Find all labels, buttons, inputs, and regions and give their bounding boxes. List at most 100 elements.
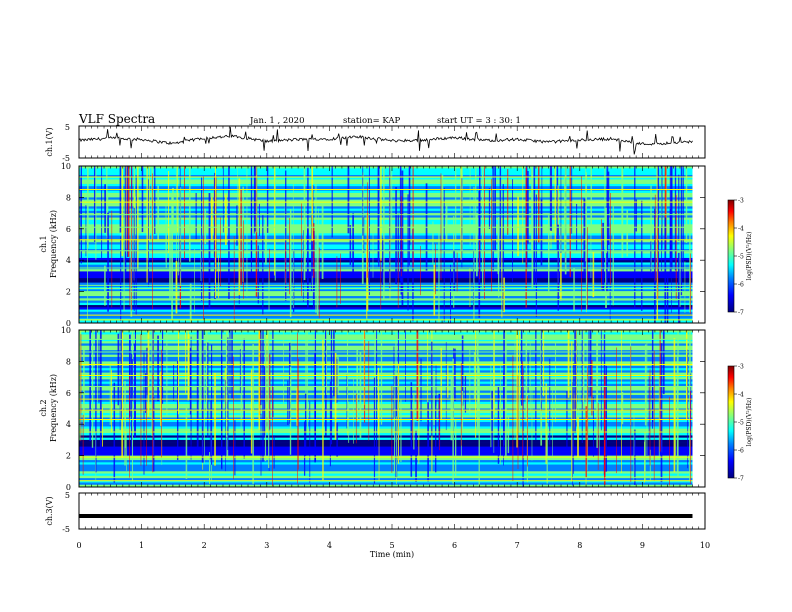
ch1-waveform-trace xyxy=(78,126,693,155)
ch2-spectrogram-row xyxy=(79,347,693,351)
ch1-spectrogram-row xyxy=(79,311,693,315)
ch2-spectrogram-row xyxy=(79,446,693,450)
ch2-spectrogram-row xyxy=(79,377,693,380)
ch2-spectrogram-row xyxy=(79,359,693,362)
ch1-spectrogram-ticks xyxy=(78,165,706,324)
ch1-spectrogram-row xyxy=(79,172,693,176)
ch1-spectrogram-row xyxy=(79,269,693,272)
ch1-spectrogram-row xyxy=(79,168,693,171)
ch2-spectrogram-row xyxy=(79,388,693,391)
ch1-ytick-bottom: -5 xyxy=(62,154,70,163)
ch1-spectrogram-row xyxy=(79,251,693,254)
ch2-spectrogram-row xyxy=(79,426,693,429)
ch2-spectrogram-row xyxy=(79,334,693,338)
ch2-spectrogram-row xyxy=(79,444,693,447)
ch1-spectrogram-row xyxy=(79,197,693,200)
ch1-spectrogram-row xyxy=(79,244,693,248)
ch1-spectrogram-row xyxy=(79,179,693,182)
ch2-spectrogram-row xyxy=(79,370,693,373)
ch2-colorbar-tick-label: -4 xyxy=(738,392,744,399)
ch1-spectrogram-row xyxy=(79,280,693,283)
ch1-spectrogram-row xyxy=(79,246,693,250)
ch1-colorbar-tick-label: -5 xyxy=(738,254,744,261)
ch2-spectrogram-row xyxy=(79,448,693,452)
ch1-spectrogram-heatmap xyxy=(79,166,705,324)
ch2-spectrogram-row xyxy=(79,374,693,378)
ch2-spectrogram-row xyxy=(79,341,693,344)
ch1-spectrogram-row xyxy=(79,170,693,174)
x-axis-label: Time (min) xyxy=(370,550,414,559)
ch1-colorbar-gradient xyxy=(727,199,735,313)
ch2-spectrogram-row xyxy=(79,399,693,403)
ch1-spectrogram-row xyxy=(79,273,693,277)
ch1-spectrogram-row xyxy=(79,278,693,281)
ch1-colorbar-ticks: -3 -4 -5 -6 -7 xyxy=(734,198,744,317)
ch1-spectrogram-ytick-label: 6 xyxy=(66,225,71,234)
ch2-spectrogram-row xyxy=(79,404,693,407)
ch1-spectrogram-empty xyxy=(692,166,705,323)
ch1-ylabel: ch.1(V) xyxy=(45,127,54,156)
ch1-spectrogram-channel-label: ch.1 xyxy=(39,235,48,252)
ch2-spectrogram-row xyxy=(79,473,693,477)
ch1-spectrogram-panel: 0 2 4 6 8 10 ch.1 Frequency (kHz) xyxy=(39,162,706,328)
ch1-spectrogram-row xyxy=(79,217,693,221)
ch3-waveform-ticks xyxy=(78,493,706,529)
ch2-spectrogram-row xyxy=(79,417,693,421)
ch2-spectrogram-ytick-labels: 0 2 4 6 8 10 xyxy=(61,326,71,492)
ch2-spectrogram-row xyxy=(79,372,693,376)
ch2-spectrogram-heatmap xyxy=(78,330,705,488)
ch2-spectrogram-row xyxy=(79,361,693,364)
ch1-spectrogram-ytick-label: 2 xyxy=(66,288,71,297)
ch1-spectrogram-row xyxy=(79,291,693,295)
ch2-spectrogram-row xyxy=(79,365,693,369)
ch2-spectrogram-row xyxy=(79,397,693,400)
ch1-spectrogram-row xyxy=(79,260,693,263)
ch2-spectrogram-ytick-label: 10 xyxy=(61,326,71,335)
ch1-spectrogram-row xyxy=(79,271,693,274)
ch1-spectrogram-row xyxy=(79,224,693,227)
ch2-spectrogram-ytick-label: 0 xyxy=(66,483,71,492)
ch1-spectrogram-row xyxy=(79,186,693,189)
ch1-spectrogram-ytick-label: 8 xyxy=(66,193,71,202)
ch1-colorbar-tick-label: -6 xyxy=(738,282,744,289)
ch1-spectrogram-row xyxy=(79,226,693,230)
ch2-spectrogram-row xyxy=(79,395,693,398)
ch2-spectrogram-row xyxy=(79,415,693,418)
ch2-spectrogram-row xyxy=(79,424,693,427)
x-tick-label: 1 xyxy=(139,541,144,550)
ch3-ytick-bottom: -5 xyxy=(62,525,70,534)
ch1-spectrogram-ytick-label: 0 xyxy=(66,319,71,328)
ch1-spectrogram-row xyxy=(79,235,693,239)
ch3-waveform-frame xyxy=(78,492,706,530)
x-tick-label: 6 xyxy=(452,541,457,550)
ch2-spectrogram-ytick-label: 6 xyxy=(66,389,71,398)
ch2-spectrogram-row xyxy=(79,466,693,470)
ch1-colorbar-tick-label: -7 xyxy=(738,310,744,317)
ch2-spectrogram-ytick-label: 2 xyxy=(66,452,71,461)
ch2-spectrogram-row xyxy=(79,338,693,342)
ch2-colorbar: -3 -4 -5 -6 -7 log(PSD)(V²/Hz) xyxy=(727,364,753,483)
ch1-spectrogram-row xyxy=(79,210,693,214)
ch2-spectrogram-ytick-label: 4 xyxy=(66,420,71,429)
x-tick-label: 4 xyxy=(327,541,332,550)
ch2-spectrogram-row xyxy=(79,345,693,349)
header-station: station= KAP xyxy=(343,116,401,126)
ch1-spectrogram-ytick-labels: 0 2 4 6 8 10 xyxy=(61,162,71,328)
x-tick-label: 7 xyxy=(515,541,520,550)
ch2-spectrogram-row xyxy=(79,442,693,445)
header-start-time: start UT = 3 : 30: 1 xyxy=(437,116,521,126)
ch2-spectrogram-row xyxy=(79,453,693,456)
ch1-spectrogram-row xyxy=(79,300,693,304)
ch2-spectrogram-row xyxy=(79,464,693,468)
ch2-colorbar-tick-label: -5 xyxy=(738,420,744,427)
ch2-colorbar-gradient xyxy=(727,365,735,479)
ch2-spectrogram-row xyxy=(79,462,693,465)
ch2-colorbar-label: log(PSD)(V²/Hz) xyxy=(746,398,753,447)
ch1-colorbar-tick-label: -3 xyxy=(738,198,744,205)
ch2-spectrogram-row xyxy=(79,419,693,423)
ch2-spectrogram-row xyxy=(79,352,693,355)
ch1-spectrogram-row xyxy=(79,305,693,308)
ch2-spectrogram-ytick-label: 8 xyxy=(66,357,71,366)
ch2-spectrogram-row xyxy=(79,410,693,414)
ch2-spectrogram-row xyxy=(79,390,693,394)
